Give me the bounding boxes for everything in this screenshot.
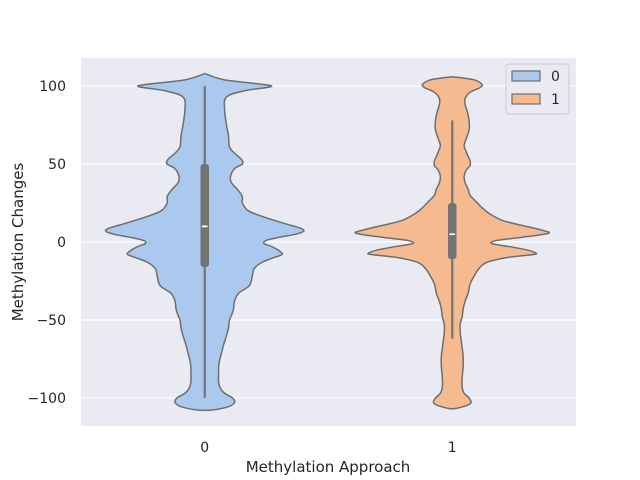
legend: 01 (505, 63, 570, 115)
iqr-box-1 (448, 203, 457, 260)
y-tick-label: −100 (28, 391, 66, 407)
y-tick-label: 0 (57, 235, 66, 251)
y-tick-label: −50 (36, 313, 66, 329)
y-tick-label: 100 (39, 79, 66, 95)
inner-boxes (200, 86, 457, 398)
legend-swatch-1 (511, 93, 541, 105)
x-axis-label: Methylation Approach (246, 458, 411, 476)
legend-label-1: 1 (551, 92, 560, 108)
y-tick-label: 50 (48, 157, 66, 173)
x-tick-label: 0 (200, 440, 209, 456)
legend-label-0: 0 (551, 69, 560, 85)
legend-swatch-0 (511, 70, 541, 82)
x-tick-label: 1 (448, 440, 457, 456)
y-axis-label: Methylation Changes (9, 163, 27, 322)
y-tick-labels: 100 50 0 −50 −100 (28, 79, 66, 407)
iqr-box-0 (200, 164, 209, 267)
